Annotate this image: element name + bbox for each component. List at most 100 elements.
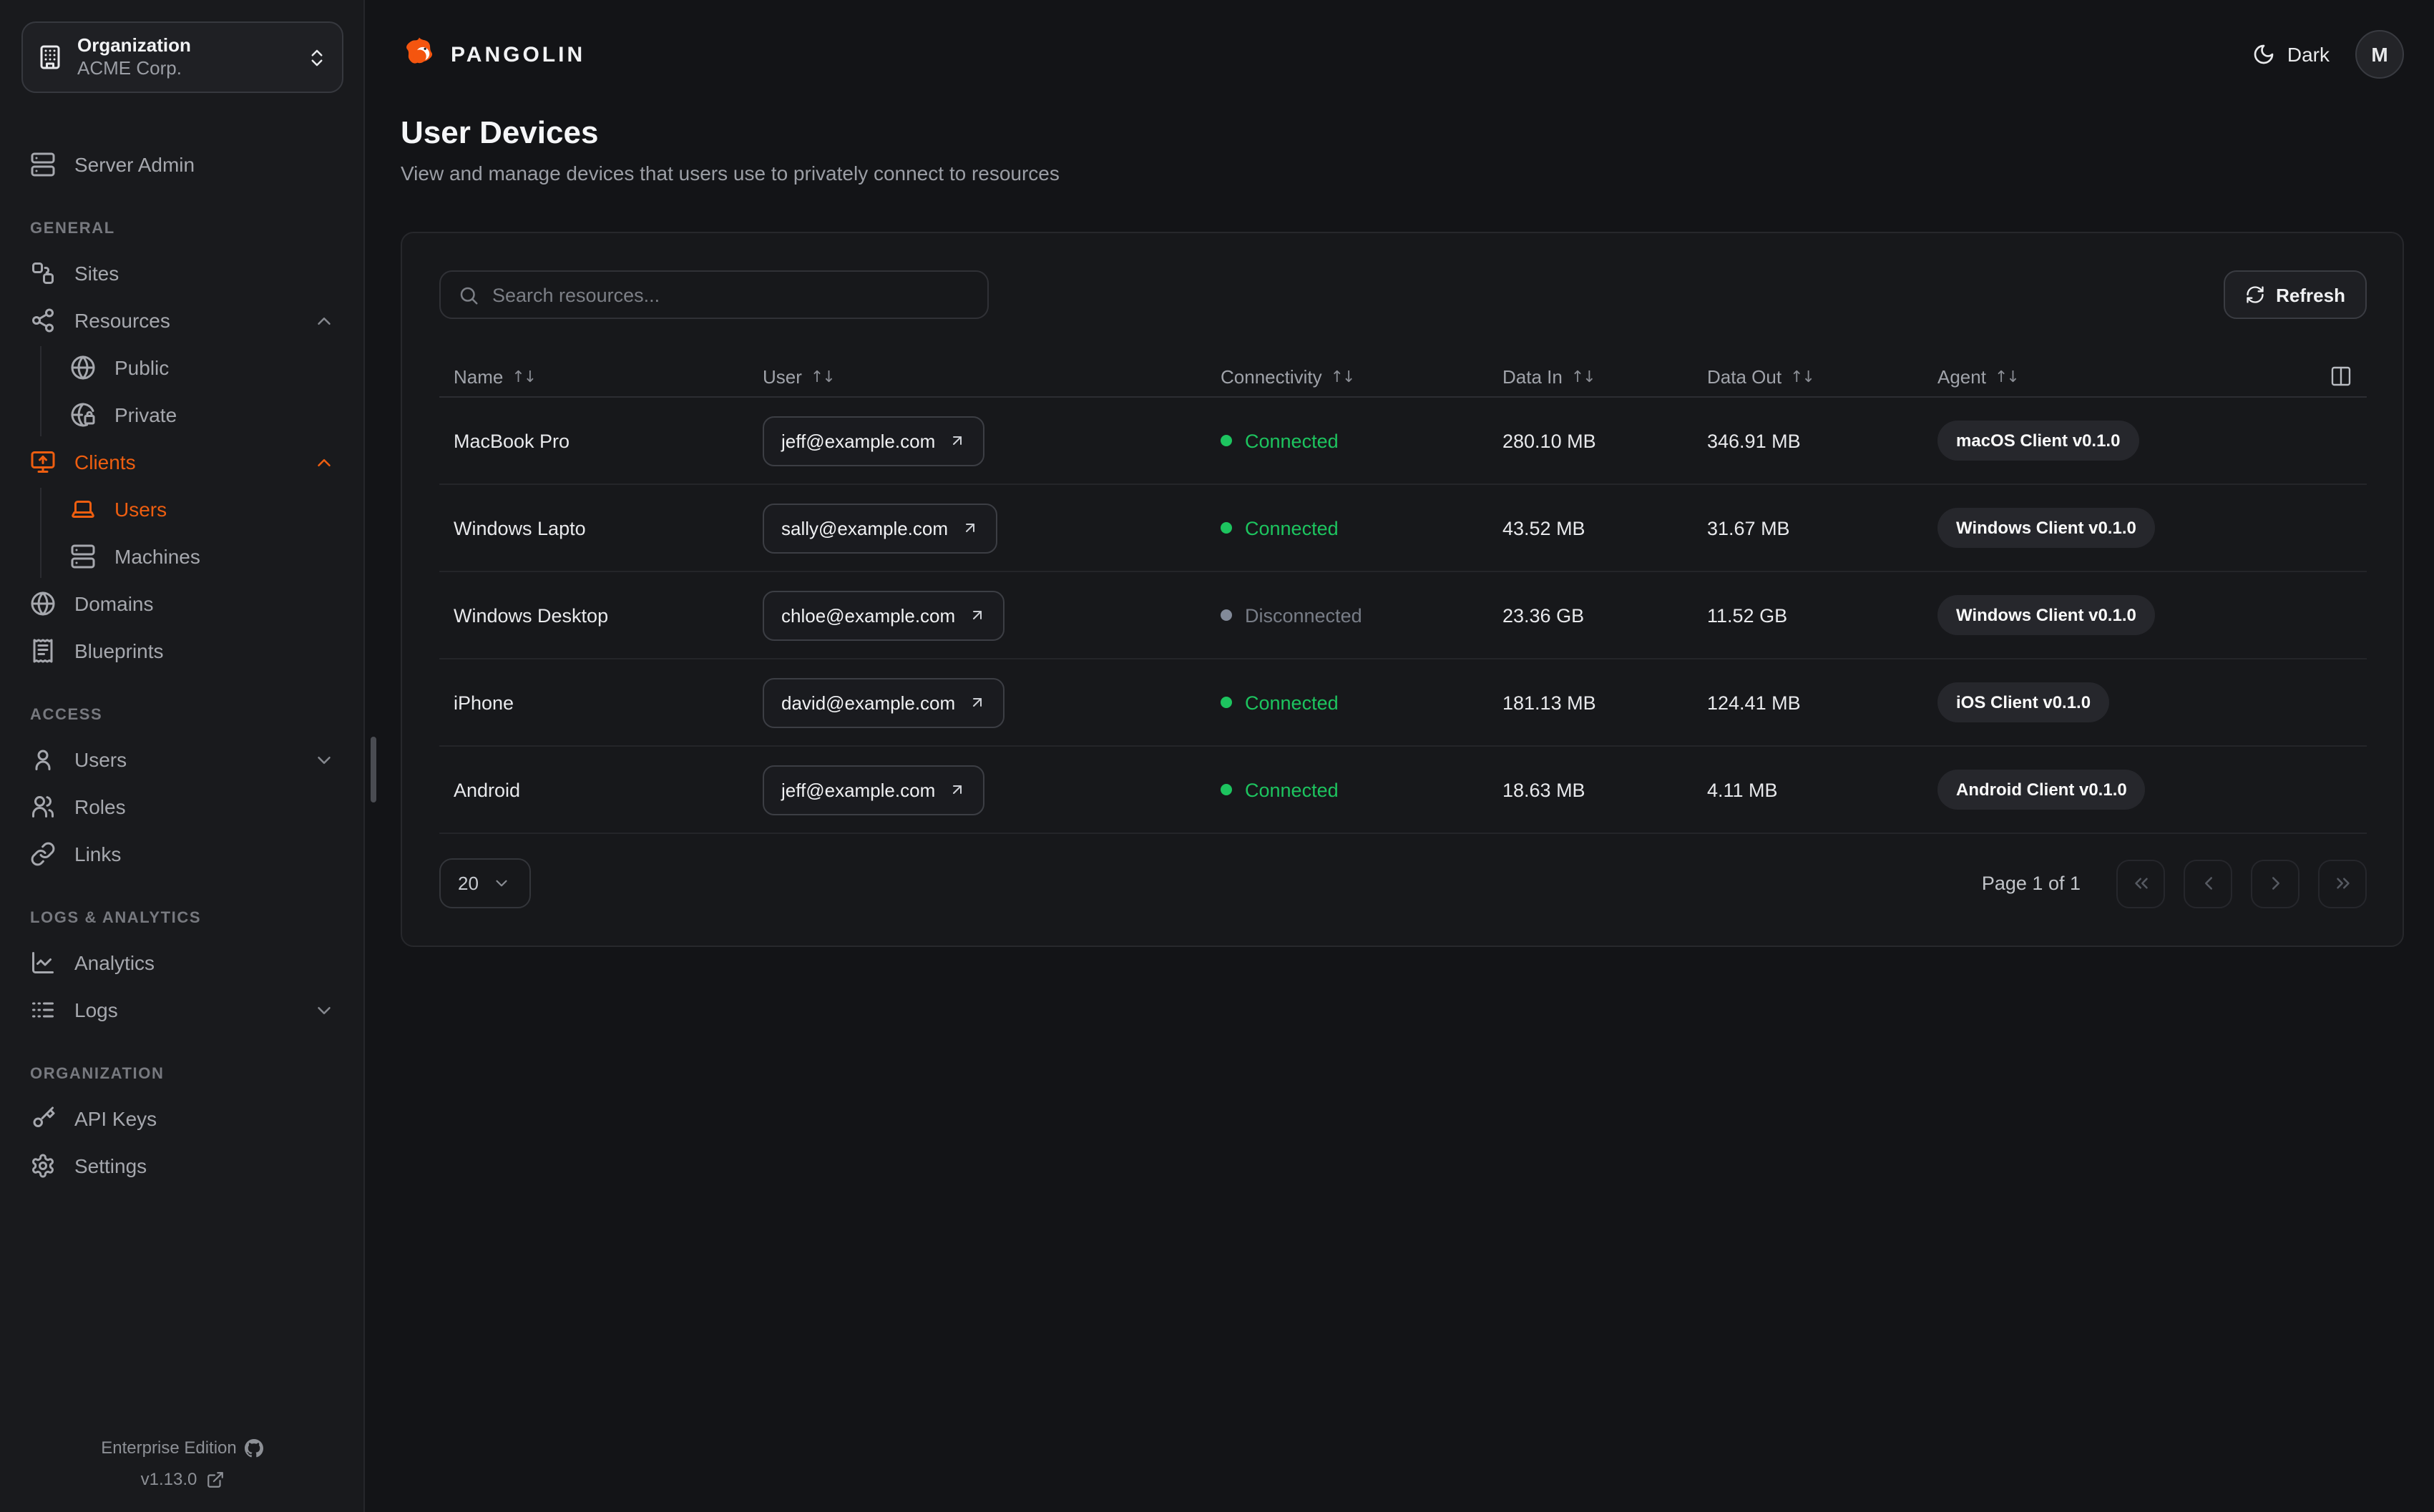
sidebar-item-links[interactable]: Links bbox=[21, 833, 343, 875]
section-label-general: GENERAL bbox=[30, 220, 115, 237]
column-header-name[interactable]: Name ↑↓ bbox=[454, 365, 537, 387]
sidebar-item-settings[interactable]: Settings bbox=[21, 1144, 343, 1187]
sidebar-item-label: Roles bbox=[74, 795, 126, 818]
user-link-button[interactable]: david@example.com bbox=[763, 677, 1005, 727]
search-input[interactable] bbox=[492, 284, 970, 305]
link-icon bbox=[31, 842, 55, 866]
arrow-up-right-icon bbox=[952, 785, 962, 794]
sidebar-item-label: Domains bbox=[74, 592, 154, 615]
brand[interactable]: PANGOLIN bbox=[401, 36, 585, 73]
sidebar: Organization ACME Corp. Server Admin GEN… bbox=[0, 0, 365, 1512]
refresh-button[interactable]: Refresh bbox=[2223, 270, 2367, 319]
device-name: iPhone bbox=[454, 692, 514, 713]
sidebar-item-clients[interactable]: Clients bbox=[21, 441, 343, 483]
arrow-up-right-icon bbox=[952, 436, 962, 445]
table-toolbar: Refresh bbox=[439, 270, 2367, 319]
chevron-right-icon bbox=[2272, 877, 2279, 890]
receipt-icon bbox=[33, 639, 53, 663]
sidebar-item-machines[interactable]: Machines bbox=[62, 535, 343, 578]
table-footer: 20 Page 1 of 1 bbox=[439, 858, 2367, 908]
status-dot bbox=[1221, 697, 1232, 708]
sidebar-item-label: Users bbox=[74, 748, 127, 771]
table-row: Windows Lapto sally@example.com Connecte… bbox=[439, 485, 2367, 572]
resources-subtree: Public Private bbox=[40, 346, 343, 436]
sidebar-item-api-keys[interactable]: API Keys bbox=[21, 1097, 343, 1140]
sidebar-item-label: Server Admin bbox=[74, 153, 195, 176]
first-page-button[interactable] bbox=[2116, 859, 2165, 908]
avatar[interactable]: M bbox=[2355, 30, 2404, 79]
key-icon bbox=[33, 1106, 55, 1127]
main-content: PANGOLIN Dark M User Devices View and ma… bbox=[365, 0, 2434, 1512]
devices-card: Refresh Name↑↓ User↑↓ Connectivity↑↓ Dat… bbox=[401, 232, 2404, 947]
column-header-user[interactable]: User ↑↓ bbox=[763, 365, 836, 387]
chevron-up-icon bbox=[318, 458, 331, 466]
table-row: Windows Desktop chloe@example.com Discon… bbox=[439, 572, 2367, 659]
sort-icon: ↑↓ bbox=[1790, 367, 1815, 386]
org-selector[interactable]: Organization ACME Corp. bbox=[21, 21, 343, 93]
sidebar-scrollbar-thumb[interactable] bbox=[371, 737, 376, 802]
agent-badge: Android Client v0.1.0 bbox=[1937, 770, 2146, 810]
next-page-button[interactable] bbox=[2251, 859, 2299, 908]
theme-toggle-label: Dark bbox=[2287, 43, 2330, 66]
sort-icon: ↑↓ bbox=[512, 367, 537, 386]
sidebar-item-server-admin[interactable]: Server Admin bbox=[21, 143, 343, 186]
avatar-initial: M bbox=[2371, 43, 2388, 66]
chevrons-left-icon bbox=[2134, 878, 2147, 889]
sidebar-footer: Enterprise Edition v1.13.0 bbox=[21, 1432, 343, 1495]
data-in-value: 280.10 MB bbox=[1502, 430, 1596, 451]
previous-page-button[interactable] bbox=[2184, 859, 2232, 908]
pager: Page 1 of 1 bbox=[1982, 859, 2367, 908]
last-page-button[interactable] bbox=[2318, 859, 2367, 908]
user-link-button[interactable]: sally@example.com bbox=[763, 503, 997, 553]
status-dot bbox=[1221, 435, 1232, 446]
arrow-up-right-icon bbox=[972, 698, 982, 707]
column-visibility-button[interactable] bbox=[2330, 365, 2352, 388]
column-header-data-out[interactable]: Data Out ↑↓ bbox=[1707, 365, 1815, 387]
github-icon[interactable] bbox=[245, 1438, 264, 1457]
section-label-logs-analytics: LOGS & ANALYTICS bbox=[30, 910, 202, 927]
external-link-icon[interactable] bbox=[205, 1470, 224, 1488]
sidebar-item-label: Sites bbox=[74, 262, 119, 285]
theme-toggle[interactable]: Dark bbox=[2253, 43, 2330, 66]
sidebar-item-domains[interactable]: Domains bbox=[21, 582, 343, 625]
data-in-value: 23.36 GB bbox=[1502, 604, 1585, 626]
agent-badge: Windows Client v0.1.0 bbox=[1937, 595, 2155, 635]
section-label-organization: ORGANIZATION bbox=[30, 1066, 165, 1083]
data-out-value: 124.41 MB bbox=[1707, 692, 1801, 713]
sidebar-item-sites[interactable]: Sites bbox=[21, 252, 343, 295]
status-dot bbox=[1221, 609, 1232, 621]
agent-badge: macOS Client v0.1.0 bbox=[1937, 421, 2139, 461]
sidebar-item-client-users[interactable]: Users bbox=[62, 488, 343, 531]
server-icon bbox=[71, 544, 95, 569]
sidebar-item-analytics[interactable]: Analytics bbox=[21, 941, 343, 984]
user-link-button[interactable]: chloe@example.com bbox=[763, 590, 1005, 640]
sidebar-item-private[interactable]: Private bbox=[62, 393, 343, 436]
column-header-data-in[interactable]: Data In ↑↓ bbox=[1502, 365, 1596, 387]
data-out-value: 31.67 MB bbox=[1707, 517, 1790, 539]
sidebar-item-resources[interactable]: Resources bbox=[21, 299, 343, 342]
refresh-icon bbox=[2246, 286, 2263, 303]
chevrons-right-icon bbox=[2336, 878, 2349, 889]
sidebar-item-roles[interactable]: Roles bbox=[21, 785, 343, 828]
connectivity-status: Connected bbox=[1221, 692, 1502, 713]
sidebar-item-label: Machines bbox=[114, 545, 200, 568]
version-label: v1.13.0 bbox=[140, 1469, 197, 1489]
user-link-button[interactable]: jeff@example.com bbox=[763, 416, 984, 466]
sidebar-item-label: API Keys bbox=[74, 1107, 157, 1130]
page-size-value: 20 bbox=[458, 873, 479, 894]
sidebar-item-label: Users bbox=[114, 498, 167, 521]
page-size-select[interactable]: 20 bbox=[439, 858, 531, 908]
column-header-connectivity[interactable]: Connectivity ↑↓ bbox=[1221, 365, 1356, 387]
sidebar-item-public[interactable]: Public bbox=[62, 346, 343, 389]
sidebar-item-blueprints[interactable]: Blueprints bbox=[21, 629, 343, 672]
table-row: MacBook Pro jeff@example.com Connected 2… bbox=[439, 398, 2367, 485]
globe-icon bbox=[31, 591, 55, 616]
sidebar-item-logs[interactable]: Logs bbox=[21, 988, 343, 1031]
monitor-up-icon bbox=[31, 451, 55, 473]
sidebar-item-users[interactable]: Users bbox=[21, 738, 343, 781]
sidebar-item-label: Private bbox=[114, 403, 177, 426]
user-link-button[interactable]: jeff@example.com bbox=[763, 765, 984, 815]
column-header-agent[interactable]: Agent ↑↓ bbox=[1937, 365, 2020, 387]
data-out-value: 346.91 MB bbox=[1707, 430, 1801, 451]
sites-icon bbox=[32, 262, 54, 284]
